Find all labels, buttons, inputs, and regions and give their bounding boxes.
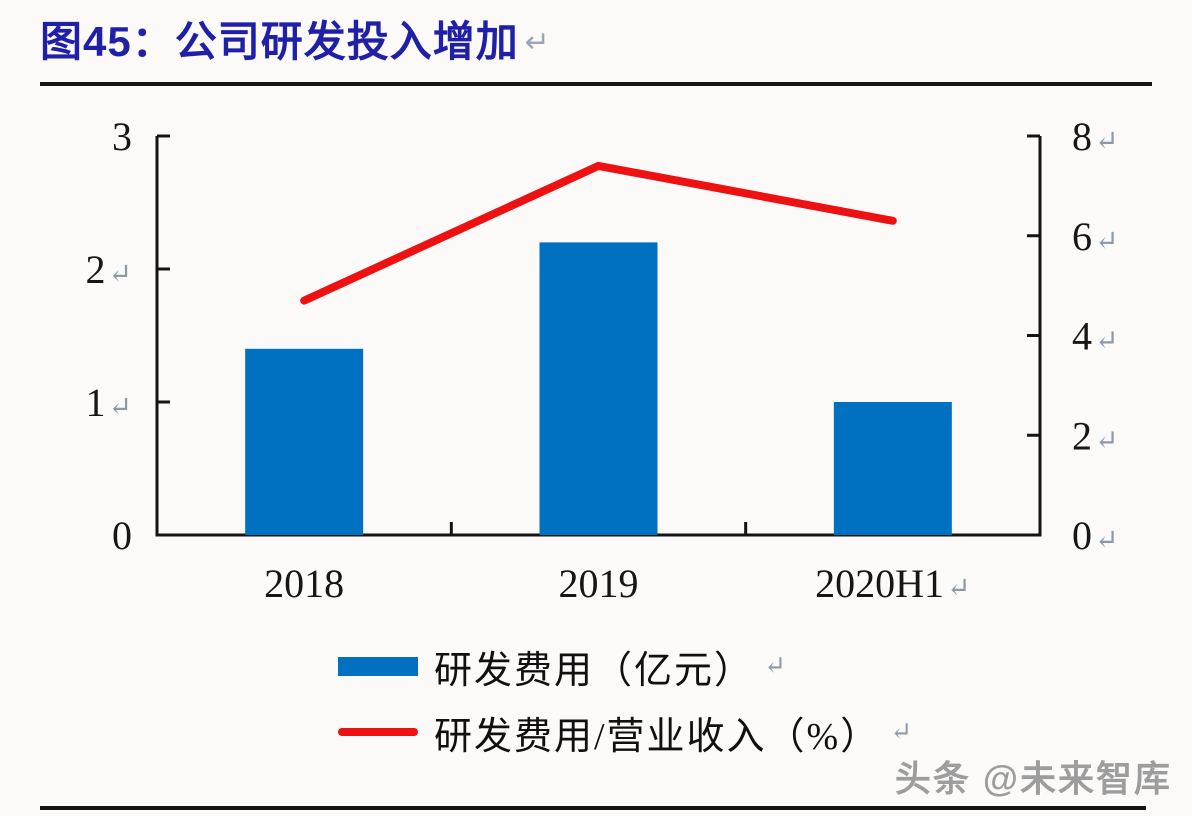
title-divider-line [40,82,1152,86]
bar-2018 [245,348,364,535]
left-axis-tick-label: 1 ↵ [86,380,132,425]
watermark-toutiao: 头条 @未来智库 [894,758,1172,799]
chart-legend: 研发费用（亿元） ↵ 研发费用/营业收入（%） ↵ [338,644,912,776]
left-axis-tick-label: 2 ↵ [86,247,132,292]
x-axis-category-label: 2020H1 ↵ [815,561,970,606]
x-axis-category-label: 2018 [264,561,344,606]
figure-title: 图45：公司研发投入增加 ↵ [40,8,551,69]
left-axis-tick-label: 3 [112,114,132,159]
left-axis-tick-label: 0 [112,513,132,558]
paragraph-return-mark-icon: ↵ [109,259,132,290]
legend-bar-swatch-icon [338,656,418,676]
paragraph-return-mark-icon: ↵ [890,717,913,746]
paragraph-return-mark-icon: ↵ [947,573,970,604]
legend-item-rd-ratio: 研发费用/营业收入（%） ↵ [338,710,913,758]
bar-2020H1 [833,402,952,535]
right-axis-tick-label: 8 ↵ [1072,114,1118,159]
figure-title-text: 图45：公司研发投入增加 [40,18,519,65]
legend-line-swatch-icon [338,728,418,736]
paragraph-return-mark-icon: ↵ [764,651,786,680]
right-axis-tick-label: 4 ↵ [1072,314,1118,359]
legend-item-rd-expense: 研发费用（亿元） ↵ [338,644,912,692]
paragraph-return-mark-icon: ↵ [1095,525,1118,556]
paragraph-return-mark-icon: ↵ [109,392,132,423]
ratio-line [300,161,897,305]
x-axis-category-label: 2019 [559,561,639,606]
right-axis-tick-label: 0 ↵ [1072,513,1118,558]
legend-label: 研发费用/营业收入（%） [434,715,881,758]
right-axis-tick-label: 6 ↵ [1072,214,1118,259]
paragraph-return-mark-icon: ↵ [1095,425,1118,456]
paragraph-return-mark-icon: ↵ [1095,226,1118,257]
right-axis-tick-label: 2 ↵ [1072,413,1118,458]
bar-2019 [539,242,658,535]
legend-label: 研发费用（亿元） [434,649,755,692]
paragraph-return-mark-icon: ↵ [1095,326,1118,357]
paragraph-return-mark-icon: ↵ [1095,126,1118,157]
bottom-divider-line [40,806,1146,810]
paragraph-return-mark-icon: ↵ [524,26,551,59]
